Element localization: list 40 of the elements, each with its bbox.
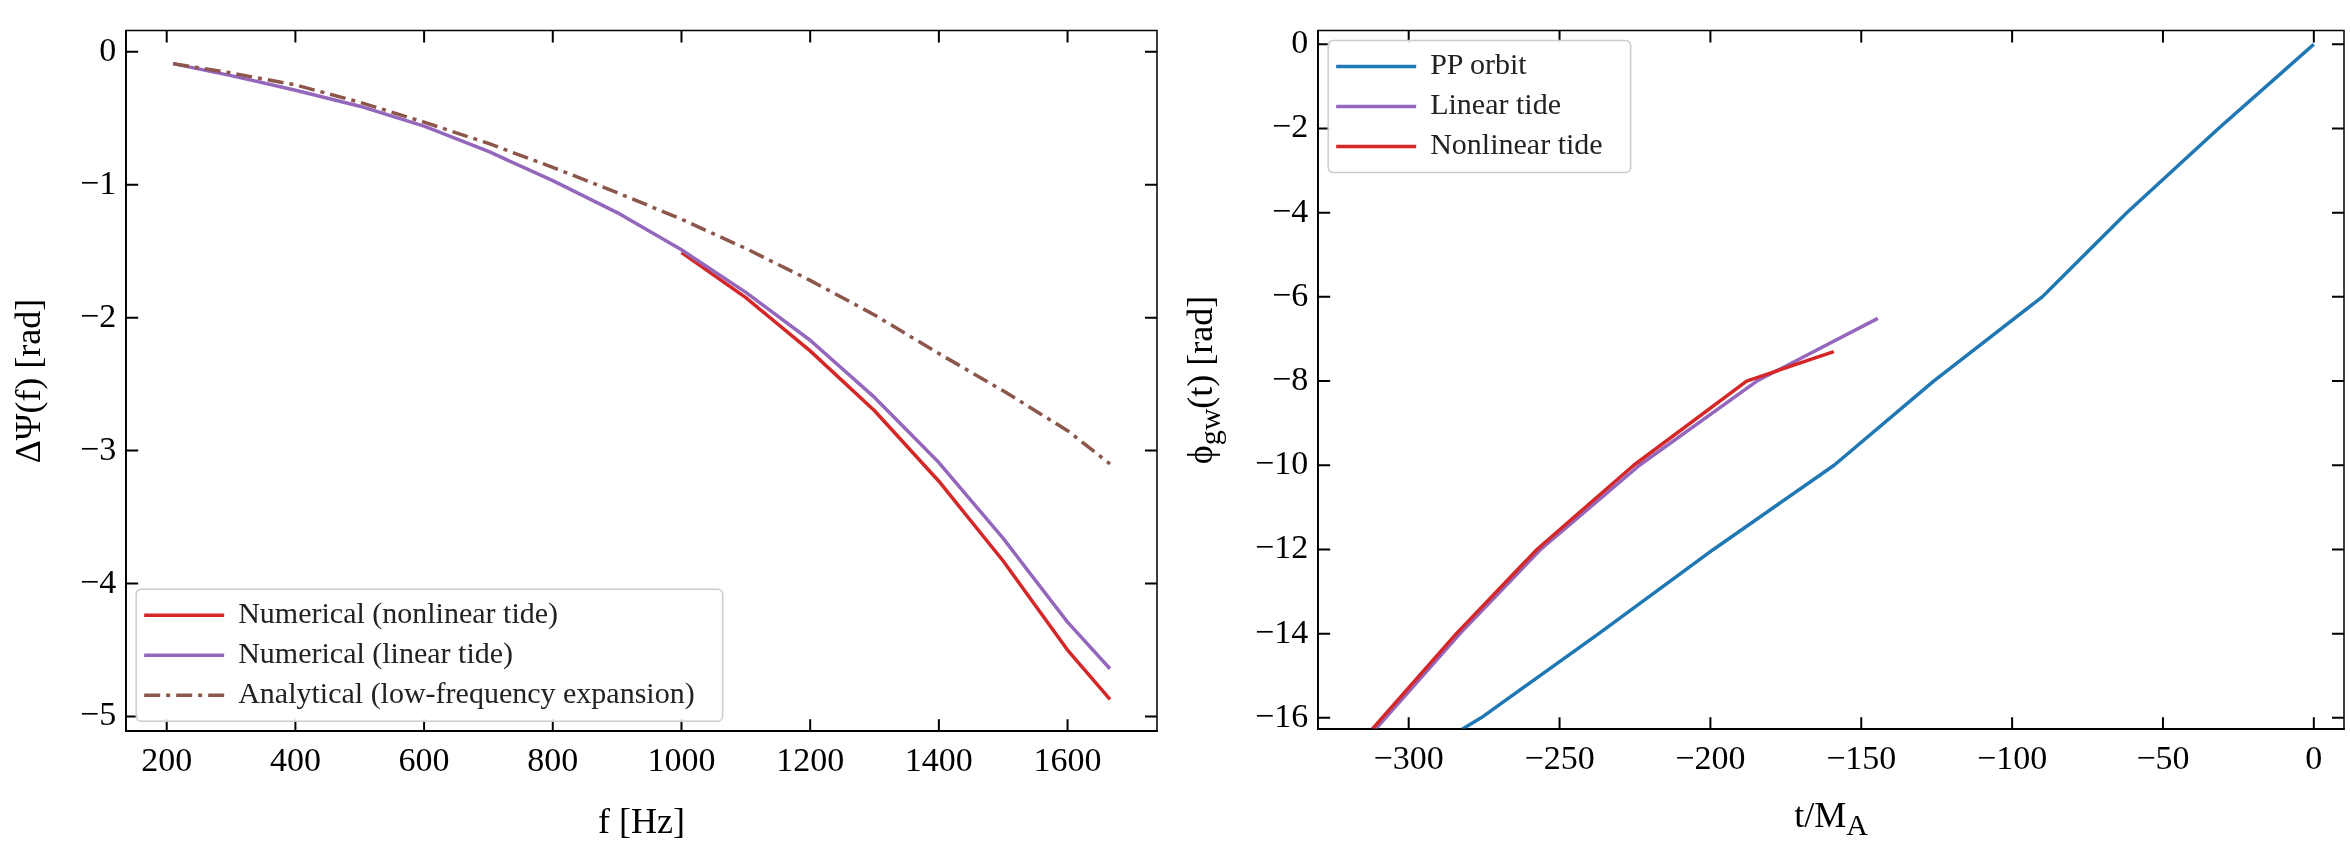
line-series bbox=[171, 61, 1112, 466]
y-tick-label: −5 bbox=[79, 695, 117, 733]
legend-label: Analytical (low-frequency expansion) bbox=[238, 676, 695, 711]
y-tick-label: −3 bbox=[79, 429, 117, 467]
y-tick-label: −10 bbox=[1254, 444, 1309, 482]
x-tick-label: 1400 bbox=[904, 740, 973, 778]
x-tick-label: −150 bbox=[1826, 738, 1897, 776]
x-tick-label: 200 bbox=[141, 740, 193, 778]
y-tick-label: −8 bbox=[1271, 359, 1309, 397]
y-tick-label: −16 bbox=[1254, 696, 1309, 734]
x-tick-label: 0 bbox=[2305, 738, 2323, 776]
y-tick-label: −2 bbox=[1271, 107, 1309, 145]
y-tick-label: −14 bbox=[1254, 612, 1309, 650]
x-tick-label: −250 bbox=[1524, 738, 1595, 776]
x-tick-label: 800 bbox=[527, 740, 579, 778]
x-tick-label: 1000 bbox=[647, 740, 716, 778]
x-axis-title: f [Hz] bbox=[598, 800, 686, 842]
legend-label: Nonlinear tide bbox=[1430, 127, 1603, 161]
legend-label: Linear tide bbox=[1430, 87, 1561, 121]
y-tick-label: −6 bbox=[1271, 275, 1309, 313]
x-tick-label: −50 bbox=[2136, 738, 2190, 776]
y-tick-label: −1 bbox=[79, 163, 117, 201]
x-tick-label: −200 bbox=[1675, 738, 1746, 776]
x-tick-label: −300 bbox=[1373, 738, 1444, 776]
x-tick-label: 1600 bbox=[1033, 740, 1102, 778]
x-tick-label: 600 bbox=[398, 740, 450, 778]
y-tick-label: 0 bbox=[1291, 23, 1309, 61]
y-axis-title: ΔΨ(f) [rad] bbox=[7, 298, 49, 464]
legend-label: Numerical (linear tide) bbox=[238, 636, 514, 671]
x-tick-label: 400 bbox=[269, 740, 321, 778]
y-tick-label: −4 bbox=[79, 562, 117, 600]
legend-label: Numerical (nonlinear tide) bbox=[238, 596, 559, 631]
x-axis-title: t/M$_{A}$ bbox=[1794, 793, 1868, 842]
y-tick-label: −2 bbox=[79, 296, 117, 334]
y-tick-label: −4 bbox=[1271, 191, 1309, 229]
y-tick-label: 0 bbox=[99, 30, 117, 68]
x-tick-label: −100 bbox=[1977, 738, 2048, 776]
x-tick-label: 1200 bbox=[776, 740, 845, 778]
y-tick-label: −12 bbox=[1254, 528, 1309, 566]
legend-label: PP orbit bbox=[1430, 47, 1528, 81]
